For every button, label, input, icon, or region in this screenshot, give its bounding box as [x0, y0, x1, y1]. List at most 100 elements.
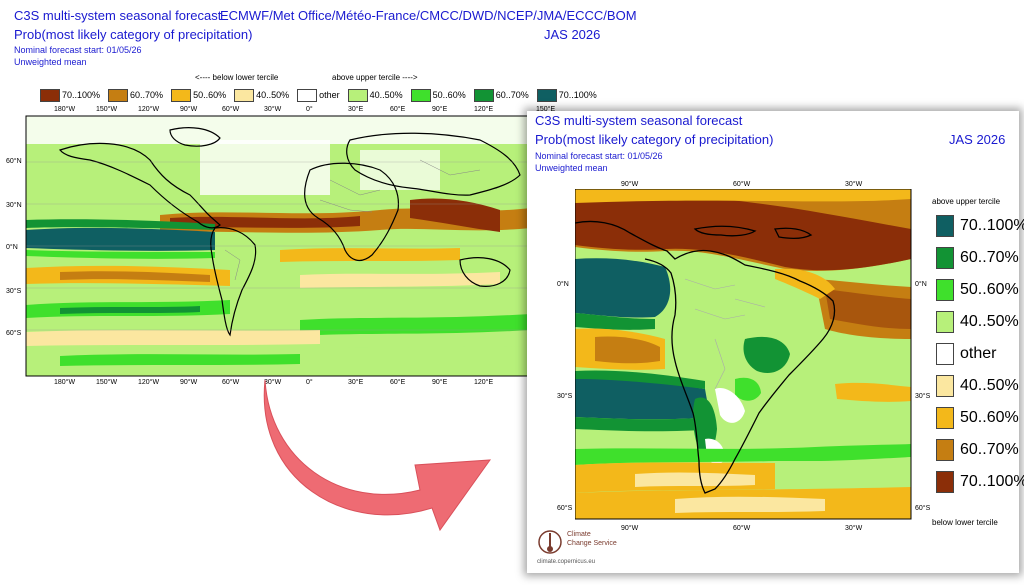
- legend-item: 70..100%: [40, 88, 101, 102]
- legend-label: 40..50%: [369, 90, 403, 100]
- legend-item: 50..60%: [410, 88, 466, 102]
- lon-tick-label: 120°E: [474, 106, 494, 113]
- zoom-arrow: [263, 379, 492, 532]
- zoom-legend-swatch: [936, 343, 954, 365]
- lat-tick-label: 60°S: [6, 330, 22, 337]
- lon-tick-label: 180°W: [54, 106, 76, 113]
- legend-swatch: [536, 88, 557, 102]
- zoom-lat-tick-left: 30°S: [557, 393, 573, 400]
- legend-swatch: [108, 88, 129, 102]
- zoom-lon-tick-label: 60°W: [733, 525, 751, 532]
- lon-tick-label: 120°W: [138, 379, 160, 386]
- logo-line1: Climate: [567, 531, 591, 538]
- zoom-legend-item: 40..50%: [936, 375, 1019, 397]
- lon-tick-label: 90°W: [180, 379, 198, 386]
- lon-tick-label: 60°E: [390, 379, 406, 386]
- zoom-legend-swatch: [936, 311, 954, 333]
- lon-tick-label: 30°W: [264, 379, 282, 386]
- lon-tick-label: 0°: [306, 106, 313, 113]
- zoom-weighting: Unweighted mean: [535, 163, 608, 173]
- zoom-legend-item: 40..50%: [936, 311, 1019, 333]
- legend-item: 70..100%: [536, 88, 597, 102]
- zoom-legend-swatch: [936, 439, 954, 461]
- legend-item: 40..50%: [234, 88, 290, 102]
- global-title: C3S multi-system seasonal forecast: [14, 8, 222, 23]
- lon-tick-label: 60°W: [222, 379, 240, 386]
- zoom-lat-tick-left: 0°N: [557, 281, 569, 288]
- legend-swatch: [297, 88, 318, 102]
- lat-tick-label: 30°S: [6, 288, 22, 295]
- horizontal-legend: 70..100% 60..70% 50..60% 40..50% other 40..50…: [40, 86, 605, 104]
- zoom-lat-tick-right: 0°N: [915, 281, 927, 288]
- zoom-legend-item: 70..100%: [936, 471, 1024, 493]
- zoom-legend-label: 70..100%: [960, 473, 1024, 490]
- legend-item: 60..70%: [473, 88, 529, 102]
- zoom-legend-label: 60..70%: [960, 249, 1019, 266]
- zoom-lat-tick-right: 60°S: [915, 505, 931, 512]
- zoom-legend-swatch: [936, 471, 954, 493]
- lat-tick-label: 30°N: [6, 202, 22, 209]
- zoom-lon-tick-label: 30°W: [845, 181, 863, 188]
- global-subtitle: Prob(most likely category of precipitati…: [14, 27, 253, 42]
- zoom-legend-bottom-label: below lower tercile: [932, 518, 998, 527]
- zoom-panel: C3S multi-system seasonal forecast Prob(…: [527, 111, 1024, 573]
- legend-item: other: [297, 88, 340, 102]
- lon-tick-label: 90°E: [432, 106, 448, 113]
- legend-label: 70..100%: [62, 90, 101, 100]
- legend-swatch: [410, 88, 431, 102]
- lat-tick-label: 60°N: [6, 158, 22, 165]
- zoom-legend-item: 70..100%: [936, 215, 1024, 237]
- zoom-lon-tick-label: 90°W: [621, 525, 639, 532]
- lon-tick-label: 150°W: [96, 379, 118, 386]
- zoom-legend-item: 50..60%: [936, 407, 1019, 429]
- legend-label: other: [319, 90, 340, 100]
- zoom-legend-item: other: [936, 343, 996, 365]
- zoom-title: C3S multi-system seasonal forecast: [535, 113, 743, 128]
- legend-label: 70..100%: [558, 90, 597, 100]
- lon-tick-label: 120°E: [474, 379, 494, 386]
- zoom-legend-label: 70..100%: [960, 217, 1024, 234]
- zoom-legend-swatch: [936, 215, 954, 237]
- climate-logo-icon: [538, 530, 562, 554]
- legend-below-label: <---- below lower tercile: [195, 73, 279, 82]
- zoom-legend-item: 50..60%: [936, 279, 1019, 301]
- zoom-lon-tick-label: 30°W: [845, 525, 863, 532]
- zoom-lon-tick-label: 60°W: [733, 181, 751, 188]
- zoom-start-date: Nominal forecast start: 01/05/26: [535, 151, 663, 161]
- lat-tick-label: 0°N: [6, 244, 18, 251]
- global-start-date: Nominal forecast start: 01/05/26: [14, 45, 142, 55]
- zoom-legend-label: 50..60%: [960, 281, 1019, 298]
- zoom-precip-map: [575, 189, 912, 520]
- legend-item: 50..60%: [171, 88, 227, 102]
- zoom-legend-label: 50..60%: [960, 409, 1019, 426]
- zoom-legend-swatch: [936, 407, 954, 429]
- lon-tick-label: 120°W: [138, 106, 160, 113]
- lon-tick-label: 30°E: [348, 379, 364, 386]
- logo-line2: Change Service: [567, 540, 617, 547]
- legend-item: 60..70%: [108, 88, 163, 102]
- zoom-season: JAS 2026: [949, 132, 1006, 147]
- zoom-legend-swatch: [936, 247, 954, 269]
- global-precip-map: [25, 115, 532, 377]
- legend-label: 50..60%: [193, 90, 227, 100]
- zoom-lon-tick-label: 90°W: [621, 181, 639, 188]
- zoom-legend-label: other: [960, 345, 997, 362]
- legend-swatch: [473, 88, 494, 102]
- lon-tick-label: 30°E: [348, 106, 364, 113]
- legend-label: 40..50%: [256, 90, 290, 100]
- zoom-legend-swatch: [936, 279, 954, 301]
- global-weighting: Unweighted mean: [14, 57, 87, 67]
- zoom-legend-item: 60..70%: [936, 439, 1019, 461]
- zoom-lat-tick-right: 30°S: [915, 393, 931, 400]
- legend-swatch: [40, 88, 60, 102]
- lon-tick-label: 150°W: [96, 106, 118, 113]
- global-centres: ECMWF/Met Office/Météo-France/CMCC/DWD/N…: [220, 8, 637, 23]
- zoom-legend-item: 60..70%: [936, 247, 1019, 269]
- lon-tick-label: 60°W: [222, 106, 240, 113]
- lon-tick-label: 30°W: [264, 106, 282, 113]
- vertical-legend: 70..100% 60..70% 50..60% 40..50% other 40..50…: [936, 215, 1024, 505]
- logo-url: climate.copernicus.eu: [537, 559, 596, 565]
- zoom-legend-label: 40..50%: [960, 377, 1019, 394]
- lon-tick-label: 90°E: [432, 379, 448, 386]
- lon-tick-label: 60°E: [390, 106, 406, 113]
